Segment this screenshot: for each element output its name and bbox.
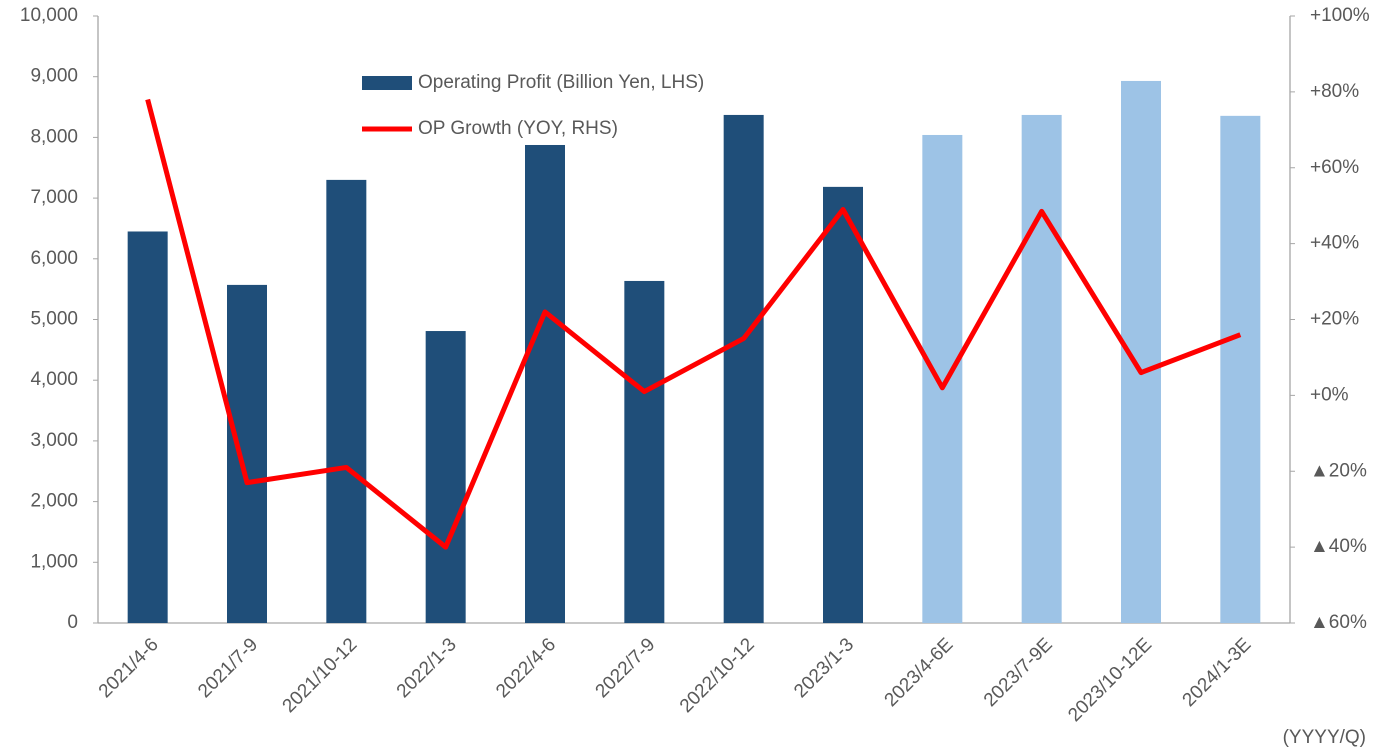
bar [227, 284, 267, 623]
y-tick-label: 5,000 [30, 309, 78, 330]
x-tick-label: 2021/10-12 [279, 634, 362, 717]
x-tick-label: 2021/7-9 [194, 634, 262, 702]
y2-tick-label: ▲20% [1310, 460, 1367, 481]
legend-label: Operating Profit (Billion Yen, LHS) [418, 72, 704, 93]
bar [823, 186, 863, 624]
x-tick-label: 2024/1-3E [1179, 634, 1256, 711]
x-tick-label: 2023/1-3 [790, 634, 858, 702]
bar [326, 179, 367, 623]
x-tick-label: 2022/10-12 [676, 634, 759, 717]
bar [127, 231, 168, 624]
bar [922, 134, 963, 624]
x-tick-label: 2022/1-3 [393, 634, 461, 702]
y2-tick-label: +100% [1310, 5, 1370, 26]
y-tick-label: 3,000 [30, 430, 78, 451]
x-tick-label: 2023/4-6E [881, 634, 958, 711]
bar [1021, 114, 1062, 623]
y-tick-label: 10,000 [20, 5, 78, 26]
bar [425, 331, 466, 623]
y-tick-label: 1,000 [30, 551, 78, 572]
legend-label: OP Growth (YOY, RHS) [418, 118, 618, 139]
bar [525, 144, 565, 624]
y-tick-label: 8,000 [30, 126, 78, 147]
y-tick-label: 7,000 [30, 187, 78, 208]
y-tick-label: 9,000 [30, 66, 78, 87]
y2-tick-label: ▲60% [1310, 612, 1367, 633]
x-tick-label: 2021/4-6 [95, 634, 163, 702]
x-tick-label: 2023/7-9E [980, 634, 1057, 711]
x-tick-label: 2022/4-6 [492, 634, 560, 702]
y-tick-label: 0 [67, 612, 78, 633]
y2-tick-label: ▲40% [1310, 536, 1367, 557]
y-tick-label: 6,000 [30, 248, 78, 269]
bar [723, 114, 764, 623]
y2-tick-label: +60% [1310, 157, 1359, 178]
x-tick-label: 2023/10-12E [1064, 634, 1156, 726]
y2-tick-label: +0% [1310, 384, 1349, 405]
y-tick-label: 4,000 [30, 369, 78, 390]
bar [624, 280, 665, 623]
bar [1220, 115, 1261, 623]
y2-tick-label: +20% [1310, 309, 1359, 330]
legend-swatch [362, 76, 412, 90]
x-unit-label: (YYYY/Q) [1283, 727, 1366, 748]
x-tick-label: 2022/7-9 [592, 634, 660, 702]
y2-tick-label: +40% [1310, 233, 1359, 254]
line [145, 98, 1242, 550]
y-tick-label: 2,000 [30, 491, 78, 512]
y2-tick-label: +80% [1310, 81, 1359, 102]
